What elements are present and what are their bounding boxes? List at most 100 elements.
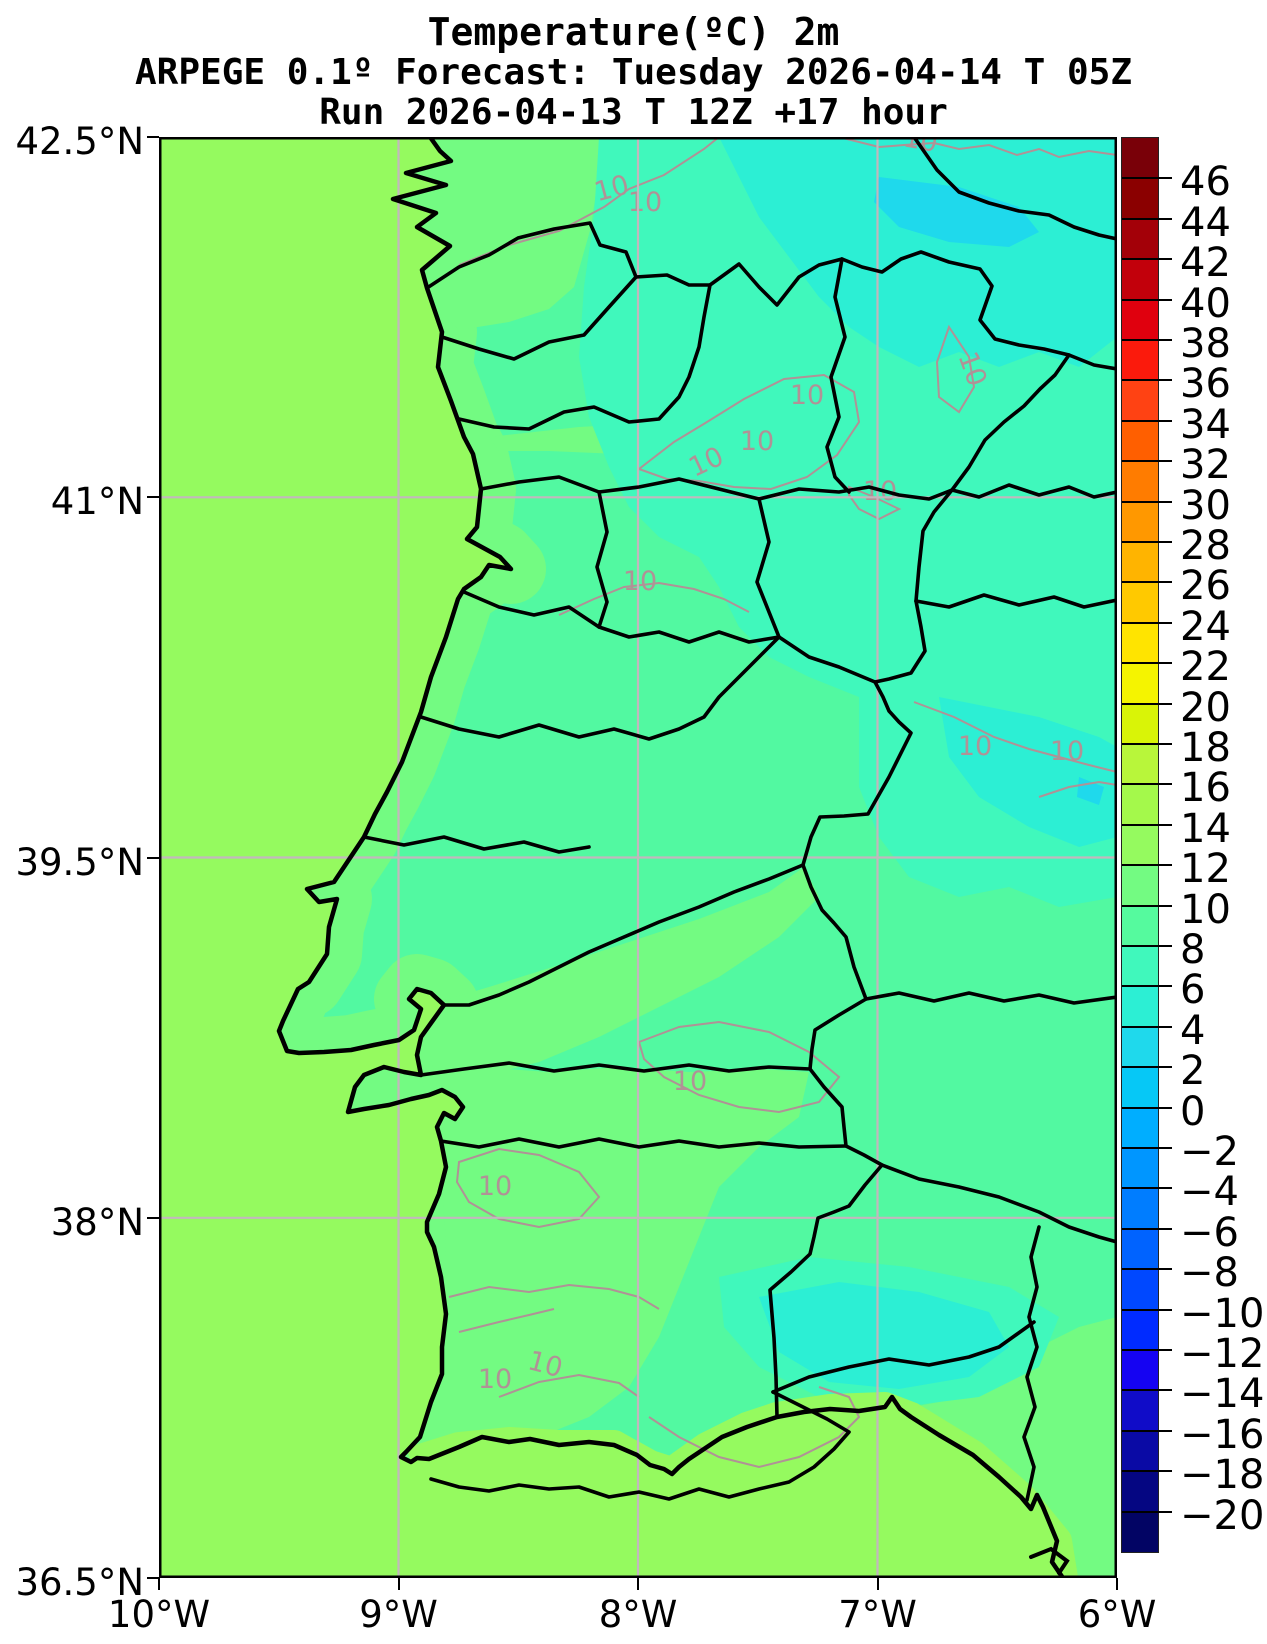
colorbar-band: [1122, 744, 1158, 785]
colorbar-band: [1122, 703, 1158, 745]
temperature-contours: [448, 136, 1118, 1469]
lon-tick-label: 9°W: [359, 1593, 438, 1636]
colorbar-tick-label: 28: [1180, 523, 1231, 569]
colorbar-tick-label: 42: [1180, 240, 1231, 287]
contour-label: 10: [790, 380, 824, 411]
region-2-4-ne: [874, 177, 1039, 247]
colorbar-tick-label: 0: [1180, 1088, 1206, 1135]
colorbar-tick-label: −10: [1180, 1290, 1265, 1337]
colorbar-band: [1122, 259, 1158, 301]
colorbar-band: [1122, 420, 1158, 462]
colorbar-band: [1122, 1471, 1158, 1513]
colorbar-tick-mark: [1122, 864, 1172, 867]
colorbar-band: [1122, 461, 1158, 503]
colorbar-tick-mark: [1122, 419, 1172, 422]
colorbar-band: [1122, 905, 1158, 947]
colorbar-tick-mark: [1122, 1187, 1172, 1190]
colorbar-tick-mark: [1122, 1389, 1172, 1392]
colorbar-tick-mark: [1122, 217, 1172, 220]
colorbar-tick-label: −18: [1180, 1452, 1265, 1499]
colorbar-tick-mark: [1122, 904, 1172, 907]
colorbar-tick-mark: [1122, 1470, 1172, 1473]
lat-tick-label: 36.5°N: [15, 1561, 144, 1604]
colorbar-tick-mark: [1122, 339, 1172, 341]
lat-tick-mark: [147, 496, 159, 499]
colorbar-tick-mark: [1122, 1066, 1172, 1069]
colorbar-band: [1122, 1390, 1158, 1432]
lat-tick-label: 42.5°N: [15, 120, 144, 163]
pt-es-border: [425, 221, 1071, 1419]
lon-tick-label: 6°W: [1077, 1593, 1157, 1636]
colorbar-tick-mark: [1122, 945, 1172, 947]
colorbar-tick-label: −6: [1180, 1209, 1239, 1256]
colorbar-band: [1122, 986, 1158, 1028]
colorbar-tick-label: −4: [1180, 1169, 1239, 1216]
colorbar-tick-label: 32: [1180, 442, 1231, 489]
colorbar-band: [1122, 1309, 1158, 1351]
colorbar-tick-mark: [1122, 621, 1172, 624]
colorbar-tick-label: 8: [1180, 927, 1206, 973]
colorbar-band: [1122, 178, 1158, 220]
contour-label: 10: [1050, 736, 1084, 767]
lat-tick-mark: [147, 1577, 159, 1579]
lon-tick-mark: [876, 1578, 879, 1590]
colorbar-band: [1122, 138, 1158, 179]
colorbar-tick-mark: [1122, 702, 1172, 705]
colorbar-band: [1122, 1026, 1158, 1068]
colorbar-band: [1122, 582, 1158, 624]
admin-borders: [362, 135, 1119, 1502]
cadiz-spit: [1029, 1546, 1070, 1575]
map-border-frame: [159, 137, 1117, 1578]
region-10-12-galicia: [399, 137, 604, 330]
colorbar-band: [1122, 1269, 1158, 1311]
chart-title: Temperature(ºC) 2m: [427, 10, 840, 54]
temperature-colorbar: [1121, 137, 1159, 1553]
colorbar-tick-mark: [1122, 1510, 1172, 1513]
lat-tick-label: 41°N: [50, 480, 144, 524]
colorbar-tick-label: −20: [1180, 1492, 1265, 1539]
colorbar-tick-label: 14: [1180, 805, 1231, 852]
colorbar-band: [1122, 824, 1158, 866]
colorbar-tick-label: 18: [1180, 725, 1231, 771]
colorbar-band: [1122, 1148, 1158, 1189]
colorbar-tick-mark: [1122, 823, 1172, 826]
colorbar-tick-mark: [1122, 662, 1172, 665]
colorbar-band: [1122, 380, 1158, 422]
colorbar-tick-label: 10: [1180, 886, 1231, 933]
contour-label: 10: [958, 731, 992, 762]
colorbar-tick-mark: [1122, 743, 1172, 745]
colorbar-tick-mark: [1122, 1025, 1172, 1028]
lon-tick-mark: [1116, 1578, 1118, 1590]
colorbar-tick-label: 4: [1180, 1007, 1206, 1054]
colorbar-band: [1122, 622, 1158, 664]
region-4-6-east: [939, 697, 1117, 847]
colorbar-band: [1122, 1107, 1158, 1149]
colorbar-tick-mark: [1122, 1268, 1172, 1271]
colorbar-band: [1122, 784, 1158, 826]
colorbar-tick-label: −8: [1180, 1250, 1239, 1297]
lon-tick-label: 10°W: [107, 1593, 211, 1636]
colorbar-tick-label: 40: [1180, 280, 1231, 327]
colorbar-tick-mark: [1122, 1308, 1172, 1311]
contour-label: 10: [623, 566, 657, 597]
colorbar-tick-mark: [1122, 1227, 1172, 1230]
colorbar-tick-mark: [1122, 177, 1172, 180]
coastline: [276, 134, 1066, 1581]
colorbar-tick-label: 24: [1180, 603, 1231, 650]
colorbar-band: [1122, 1228, 1158, 1270]
lon-tick-label: 8°W: [598, 1593, 678, 1636]
colorbar-tick-mark: [1122, 541, 1172, 543]
lat-tick-label: 38°N: [50, 1200, 144, 1244]
contour-label: 10: [478, 1364, 512, 1395]
colorbar-tick-mark: [1122, 460, 1172, 463]
colorbar-tick-label: 30: [1180, 482, 1231, 529]
colorbar-band: [1122, 1511, 1158, 1553]
colorbar-tick-mark: [1122, 1349, 1172, 1351]
lon-tick-mark: [397, 1578, 400, 1590]
lat-tick-mark: [147, 856, 159, 859]
colorbar-tick-label: −14: [1180, 1371, 1265, 1418]
lon-tick-mark: [158, 1578, 160, 1590]
colorbar-band: [1122, 663, 1158, 705]
